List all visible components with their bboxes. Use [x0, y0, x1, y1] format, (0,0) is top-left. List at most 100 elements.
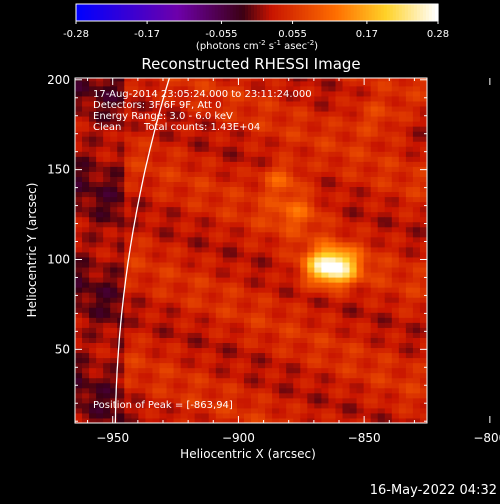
heatmap-cell	[145, 397, 153, 404]
heatmap-cell	[300, 342, 308, 349]
heatmap-cell	[194, 367, 203, 374]
heatmap-cell	[286, 322, 294, 328]
heatmap-cell	[321, 206, 329, 213]
heatmap-cell	[138, 392, 146, 399]
heatmap-cell	[419, 191, 427, 198]
heatmap-cell	[131, 387, 139, 394]
heatmap-cell	[265, 126, 273, 132]
heatmap-cell	[370, 302, 379, 308]
heatmap-cell	[363, 141, 372, 147]
heatmap-cell	[194, 277, 203, 283]
heatmap-cell	[349, 352, 358, 359]
heatmap-cell	[265, 327, 273, 333]
heatmap-cell	[363, 382, 372, 389]
heatmap-cell	[377, 151, 386, 157]
heatmap-cell	[187, 85, 196, 92]
heatmap-cell	[215, 357, 224, 364]
heatmap-cell	[194, 211, 203, 218]
heatmap-cell	[419, 282, 427, 288]
heatmap-cell	[391, 111, 400, 117]
heatmap-cell	[265, 377, 273, 384]
heatmap-cell	[328, 146, 336, 152]
heatmap-cell	[251, 317, 259, 323]
heatmap-cell	[166, 397, 175, 404]
heatmap-cell	[194, 382, 203, 389]
heatmap-cell	[342, 161, 351, 167]
heatmap-cell	[356, 126, 365, 132]
heatmap-cell	[405, 357, 414, 364]
detectors-text: Detectors: 3F 6F 9F, Att 0	[93, 100, 221, 111]
heatmap-cell	[110, 267, 118, 273]
heatmap-cell	[159, 392, 168, 399]
heatmap-cell	[370, 347, 379, 354]
heatmap-cell	[138, 292, 146, 298]
heatmap-cell	[201, 282, 210, 288]
heatmap-cell	[194, 251, 203, 258]
heatmap-cell	[384, 327, 393, 333]
heatmap-cell	[166, 181, 175, 188]
heatmap-cell	[110, 377, 118, 384]
heatmap-cell	[293, 402, 301, 409]
heatmap-cell	[187, 337, 196, 343]
heatmap-cell	[243, 407, 252, 414]
heatmap-cell	[279, 322, 287, 328]
heatmap-cell	[194, 241, 203, 248]
heatmap-cell	[152, 111, 160, 117]
heatmap-cell	[391, 382, 400, 389]
heatmap-cell	[166, 206, 175, 213]
heatmap-cell	[258, 106, 266, 112]
heatmap-cell	[419, 181, 427, 188]
colorbar-cell	[103, 4, 107, 21]
heatmap-cell	[356, 256, 365, 263]
heatmap-cell	[286, 216, 294, 223]
heatmap-cell	[370, 141, 379, 147]
heatmap-cell	[377, 201, 386, 208]
heatmap-cell	[131, 372, 139, 379]
heatmap-cell	[222, 211, 231, 218]
heatmap-cell	[117, 221, 125, 228]
heatmap-cell	[427, 292, 435, 298]
heatmap-cell	[236, 317, 245, 323]
heatmap-cell	[370, 161, 379, 167]
heatmap-cell	[194, 161, 203, 167]
colorbar-cell	[130, 4, 134, 21]
heatmap-cell	[335, 166, 344, 172]
heatmap-cell	[384, 377, 393, 384]
heatmap-cell	[391, 131, 400, 137]
heatmap-cell	[412, 176, 421, 182]
heatmap-cell	[201, 352, 210, 359]
heatmap-cell	[293, 191, 301, 198]
heatmap-cell	[89, 141, 97, 147]
heatmap-cell	[166, 211, 175, 218]
heatmap-cell	[258, 322, 266, 328]
heatmap-cell	[89, 382, 97, 389]
heatmap-cell	[251, 272, 259, 278]
heatmap-cell	[265, 226, 273, 233]
heatmap-cell	[398, 362, 407, 369]
heatmap-cell	[265, 101, 273, 107]
heatmap-cell	[391, 201, 400, 208]
heatmap-cell	[138, 206, 146, 213]
heatmap-cell	[427, 126, 435, 132]
heatmap-cell	[307, 141, 315, 147]
heatmap-cell	[293, 377, 301, 384]
heatmap-cell	[398, 161, 407, 167]
heatmap-cell	[187, 136, 196, 142]
heatmap-cell	[166, 277, 175, 283]
heatmap-cell	[300, 372, 308, 379]
heatmap-cell	[258, 80, 266, 87]
heatmap-cell	[356, 342, 365, 349]
heatmap-cell	[279, 141, 287, 147]
heatmap-cell	[307, 357, 315, 364]
heatmap-cell	[82, 372, 90, 379]
heatmap-cell	[110, 302, 118, 308]
heatmap-cell	[131, 357, 139, 364]
heatmap-cell	[314, 90, 322, 97]
heatmap-cell	[89, 347, 97, 354]
heatmap-cell	[391, 292, 400, 298]
heatmap-cell	[335, 106, 344, 112]
heatmap-cell	[117, 161, 125, 167]
heatmap-cell	[384, 246, 393, 253]
colorbar-cell	[157, 4, 162, 21]
heatmap-cell	[335, 337, 344, 343]
